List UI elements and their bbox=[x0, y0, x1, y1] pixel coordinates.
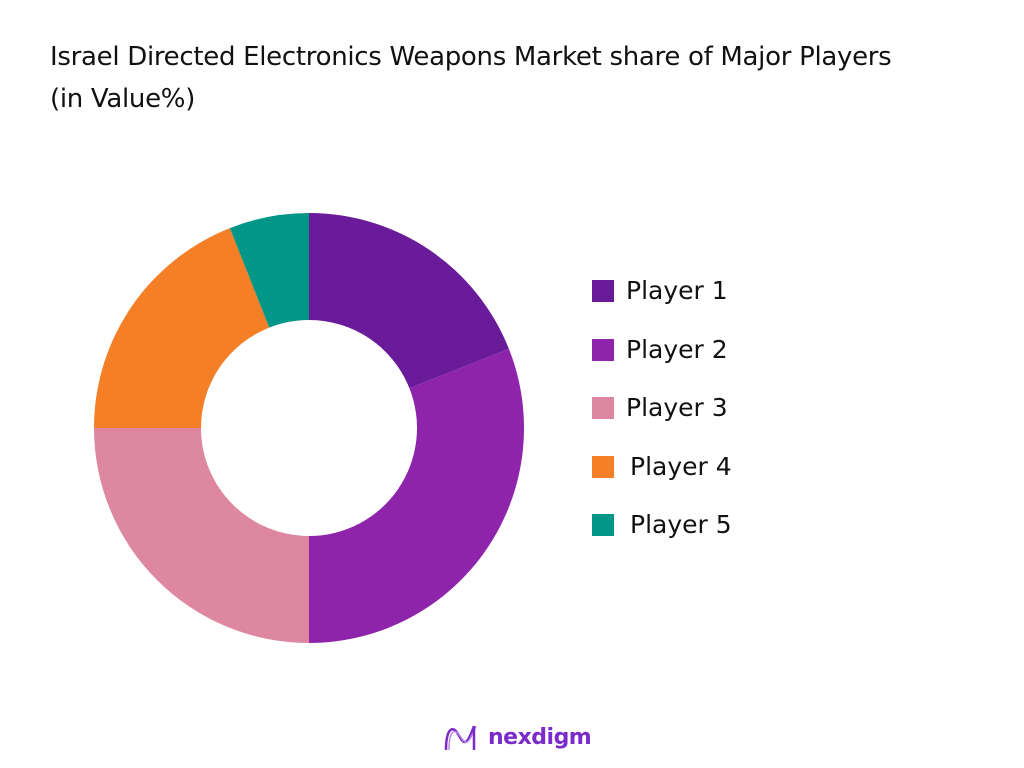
chart-title: Israel Directed Electronics Weapons Mark… bbox=[50, 42, 892, 114]
donut-slice-player-2 bbox=[309, 348, 524, 643]
legend: Player 1 Player 2 Player 3 Player 4 Play… bbox=[592, 272, 732, 565]
legend-label: Player 4 bbox=[630, 451, 732, 481]
legend-swatch bbox=[592, 280, 614, 302]
donut-slice-player-3 bbox=[94, 428, 309, 643]
logo-text: nexdigm bbox=[488, 724, 592, 750]
donut-slice-player-5 bbox=[229, 213, 309, 328]
donut-slice-player-1 bbox=[309, 213, 509, 389]
legend-label: Player 1 bbox=[626, 276, 728, 305]
legend-label: Player 3 bbox=[626, 393, 728, 422]
donut-slice-player-4 bbox=[94, 228, 270, 428]
legend-item-player-3: Player 3 bbox=[592, 389, 732, 448]
nexdigm-logo: nexdigm bbox=[444, 722, 592, 752]
legend-swatch bbox=[592, 514, 614, 536]
wave-logo-icon bbox=[444, 725, 477, 751]
legend-swatch bbox=[592, 455, 614, 478]
legend-swatch bbox=[592, 397, 614, 419]
legend-item-player-1: Player 1 bbox=[592, 272, 732, 331]
legend-label: Player 2 bbox=[626, 334, 728, 364]
legend-item-player-4: Player 4 bbox=[592, 448, 732, 507]
legend-swatch bbox=[592, 338, 614, 361]
legend-item-player-5: Player 5 bbox=[592, 506, 732, 565]
legend-label: Player 5 bbox=[630, 510, 732, 539]
legend-item-player-2: Player 2 bbox=[592, 331, 732, 390]
